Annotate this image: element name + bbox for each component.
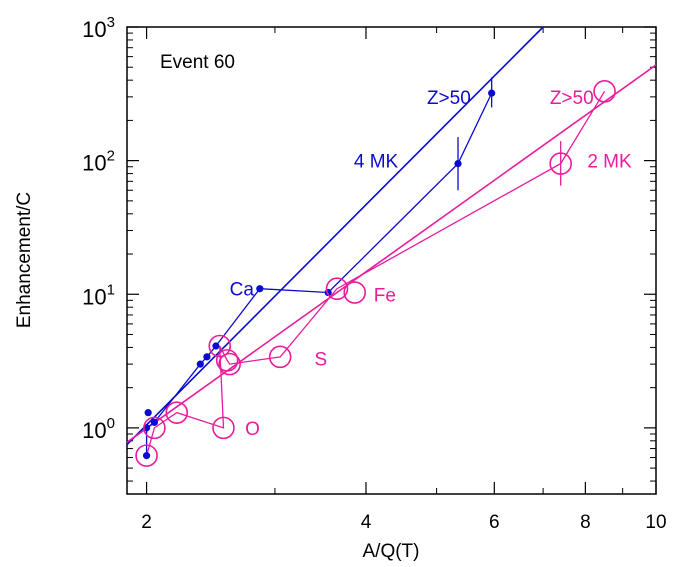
y-tick-label: 101 (82, 281, 115, 309)
data-point (143, 416, 166, 440)
axis-ticks (127, 26, 657, 494)
data-point (268, 345, 292, 369)
x-tick-label: 4 (361, 512, 372, 533)
series-path (145, 92, 493, 456)
data-point (325, 277, 349, 301)
point-label: 2 MK (587, 152, 632, 173)
point-label: Z>50 (550, 88, 594, 109)
point-label: Ca (230, 280, 255, 301)
data-point (593, 80, 616, 103)
data-point (212, 416, 235, 440)
plot-frame (126, 26, 657, 495)
fit-lines (126, 26, 657, 446)
y-tick-label: 103 (82, 14, 115, 42)
data-point (142, 452, 151, 460)
y-axis-label: Enhancement/C (14, 192, 35, 328)
data-point (454, 160, 462, 168)
data-point (343, 281, 367, 304)
data-point (218, 352, 241, 376)
data-point (212, 342, 220, 350)
y-tick-label: 100 (82, 415, 115, 443)
data-point (208, 334, 232, 358)
point-label: O (245, 419, 260, 440)
x-tick-labels: 2 4 6 8 10 (141, 512, 666, 533)
event-annotation: Event 60 (160, 52, 235, 73)
data-points (135, 77, 616, 467)
data-point (215, 349, 239, 372)
data-point (144, 409, 152, 417)
data-point (256, 285, 264, 293)
fit-line (126, 64, 657, 443)
data-point (203, 353, 211, 361)
point-label: S (315, 350, 328, 371)
data-point (196, 360, 204, 368)
point-labels: Ca Z>50 4 MK Z>50 2 MK Fe S O (230, 88, 632, 440)
data-point (135, 444, 158, 467)
y-tick-label: 102 (82, 148, 115, 176)
fit-line (126, 26, 544, 446)
x-axis-label: A/Q(T) (363, 541, 420, 562)
data-point (488, 89, 496, 97)
connecting-paths (145, 90, 606, 456)
data-point (165, 401, 189, 424)
series-path (145, 90, 606, 456)
point-label: Z>50 (427, 88, 471, 109)
point-label: Fe (374, 285, 396, 306)
data-point (549, 152, 572, 175)
x-tick-label: 10 (645, 512, 666, 533)
x-tick-label: 6 (489, 512, 500, 533)
point-label: 4 MK (354, 152, 399, 173)
y-tick-labels: 100 101 102 103 (82, 14, 115, 443)
data-point (150, 418, 159, 426)
x-tick-label: 2 (141, 512, 152, 533)
x-tick-label: 8 (580, 512, 591, 533)
